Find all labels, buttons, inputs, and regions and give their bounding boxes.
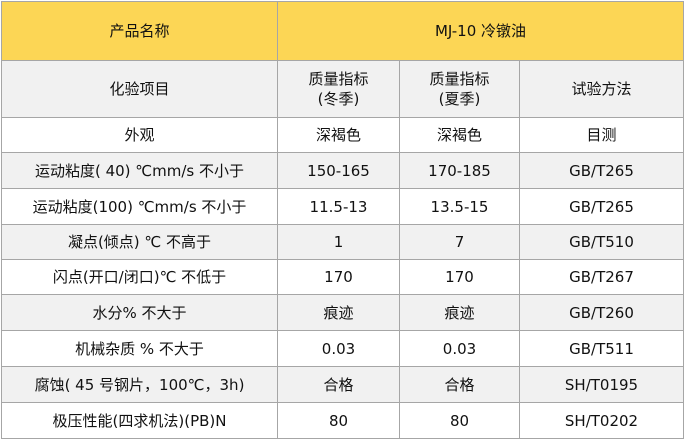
row-winter: 170 <box>277 259 400 295</box>
row-method: GB/T511 <box>519 330 684 367</box>
row-summer: 13.5-15 <box>399 188 520 225</box>
row-summer: 7 <box>399 224 520 260</box>
table-row-viscosity-40: 运动粘度( 40) ℃mm/s 不小于 150-165 170-185 GB/T… <box>1 152 684 189</box>
product-name-label: 产品名称 <box>1 1 278 61</box>
column-header-winter-line1: 质量指标 <box>308 70 369 88</box>
column-header-row: 化验项目 质量指标 (冬季) 质量指标 (夏季) 试验方法 <box>1 60 684 118</box>
row-winter: 痕迹 <box>277 294 400 331</box>
row-method: GB/T265 <box>519 188 684 225</box>
row-method: GB/T510 <box>519 224 684 260</box>
row-winter: 深褐色 <box>277 117 400 153</box>
row-method: GB/T267 <box>519 259 684 295</box>
column-header-method: 试验方法 <box>519 60 684 118</box>
row-winter: 11.5-13 <box>277 188 400 225</box>
table-row-viscosity-100: 运动粘度(100) ℃mm/s 不小于 11.5-13 13.5-15 GB/T… <box>1 188 684 225</box>
row-winter: 150-165 <box>277 152 400 189</box>
row-summer: 痕迹 <box>399 294 520 331</box>
row-method: GB/T265 <box>519 152 684 189</box>
row-item: 水分% 不大于 <box>1 294 278 331</box>
table-row-appearance: 外观 深褐色 深褐色 目测 <box>1 117 684 153</box>
table-row-extreme-pressure: 极压性能(四求机法)(PB)N 80 80 SH/T0202 <box>1 402 684 439</box>
table-row-impurities: 机械杂质 % 不大于 0.03 0.03 GB/T511 <box>1 330 684 367</box>
table-row-pour-point: 凝点(倾点) ℃ 不高于 1 7 GB/T510 <box>1 224 684 260</box>
row-winter: 1 <box>277 224 400 260</box>
row-item: 运动粘度( 40) ℃mm/s 不小于 <box>1 152 278 189</box>
row-method: 目测 <box>519 117 684 153</box>
column-header-summer-line1: 质量指标 <box>429 70 490 88</box>
table-row-flash-point: 闪点(开口/闭口)℃ 不低于 170 170 GB/T267 <box>1 259 684 295</box>
row-winter: 0.03 <box>277 330 400 367</box>
row-summer: 0.03 <box>399 330 520 367</box>
header-row: 产品名称 MJ-10 冷镦油 <box>1 1 684 61</box>
row-item: 腐蚀( 45 号钢片，100℃，3h) <box>1 366 278 403</box>
row-summer: 合格 <box>399 366 520 403</box>
row-winter: 80 <box>277 402 400 439</box>
row-item: 运动粘度(100) ℃mm/s 不小于 <box>1 188 278 225</box>
column-header-summer-line2: (夏季) <box>438 90 481 108</box>
table-row-moisture: 水分% 不大于 痕迹 痕迹 GB/T260 <box>1 294 684 331</box>
row-method: SH/T0202 <box>519 402 684 439</box>
column-header-winter: 质量指标 (冬季) <box>277 60 400 118</box>
row-summer: 深褐色 <box>399 117 520 153</box>
column-header-summer: 质量指标 (夏季) <box>399 60 520 118</box>
spec-table: 产品名称 MJ-10 冷镦油 化验项目 质量指标 (冬季) 质量指标 (夏季) … <box>1 1 684 439</box>
row-item: 闪点(开口/闭口)℃ 不低于 <box>1 259 278 295</box>
row-item: 凝点(倾点) ℃ 不高于 <box>1 224 278 260</box>
row-summer: 170-185 <box>399 152 520 189</box>
row-summer: 170 <box>399 259 520 295</box>
row-method: SH/T0195 <box>519 366 684 403</box>
product-name-value: MJ-10 冷镦油 <box>277 1 684 61</box>
column-header-winter-line2: (冬季) <box>317 90 360 108</box>
row-item: 机械杂质 % 不大于 <box>1 330 278 367</box>
row-item: 极压性能(四求机法)(PB)N <box>1 402 278 439</box>
column-header-item: 化验项目 <box>1 60 278 118</box>
row-summer: 80 <box>399 402 520 439</box>
row-winter: 合格 <box>277 366 400 403</box>
row-item: 外观 <box>1 117 278 153</box>
table-row-corrosion: 腐蚀( 45 号钢片，100℃，3h) 合格 合格 SH/T0195 <box>1 366 684 403</box>
row-method: GB/T260 <box>519 294 684 331</box>
